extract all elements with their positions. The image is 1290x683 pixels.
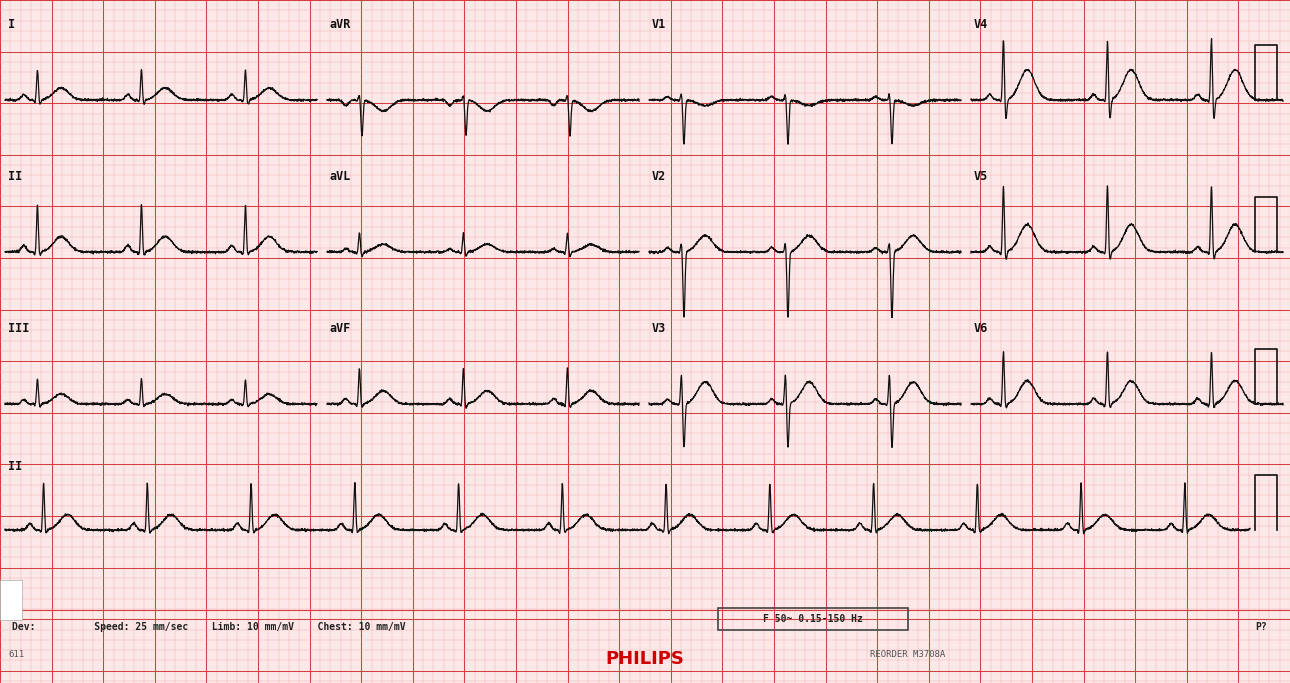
Text: Dev:          Speed: 25 mm/sec    Limb: 10 mm/mV    Chest: 10 mm/mV: Dev: Speed: 25 mm/sec Limb: 10 mm/mV Che… <box>12 622 405 632</box>
Text: aVF: aVF <box>330 322 351 335</box>
Bar <box>0 580 22 620</box>
Text: V2: V2 <box>651 170 666 183</box>
Text: V1: V1 <box>651 18 666 31</box>
Text: V3: V3 <box>651 322 666 335</box>
Text: REORDER M3708A: REORDER M3708A <box>869 650 946 659</box>
Text: aVL: aVL <box>330 170 351 183</box>
Text: II: II <box>8 460 22 473</box>
Text: aVR: aVR <box>330 18 351 31</box>
Text: 611: 611 <box>8 650 25 659</box>
Text: P?: P? <box>1255 622 1267 632</box>
Text: V4: V4 <box>974 18 988 31</box>
Text: III: III <box>8 322 30 335</box>
Text: PHILIPS: PHILIPS <box>605 650 685 668</box>
Text: I: I <box>8 18 15 31</box>
Bar <box>719 608 908 630</box>
Text: V6: V6 <box>974 322 988 335</box>
Text: II: II <box>8 170 22 183</box>
Text: V5: V5 <box>974 170 988 183</box>
Text: F 50~ 0.15-150 Hz: F 50~ 0.15-150 Hz <box>764 614 863 624</box>
